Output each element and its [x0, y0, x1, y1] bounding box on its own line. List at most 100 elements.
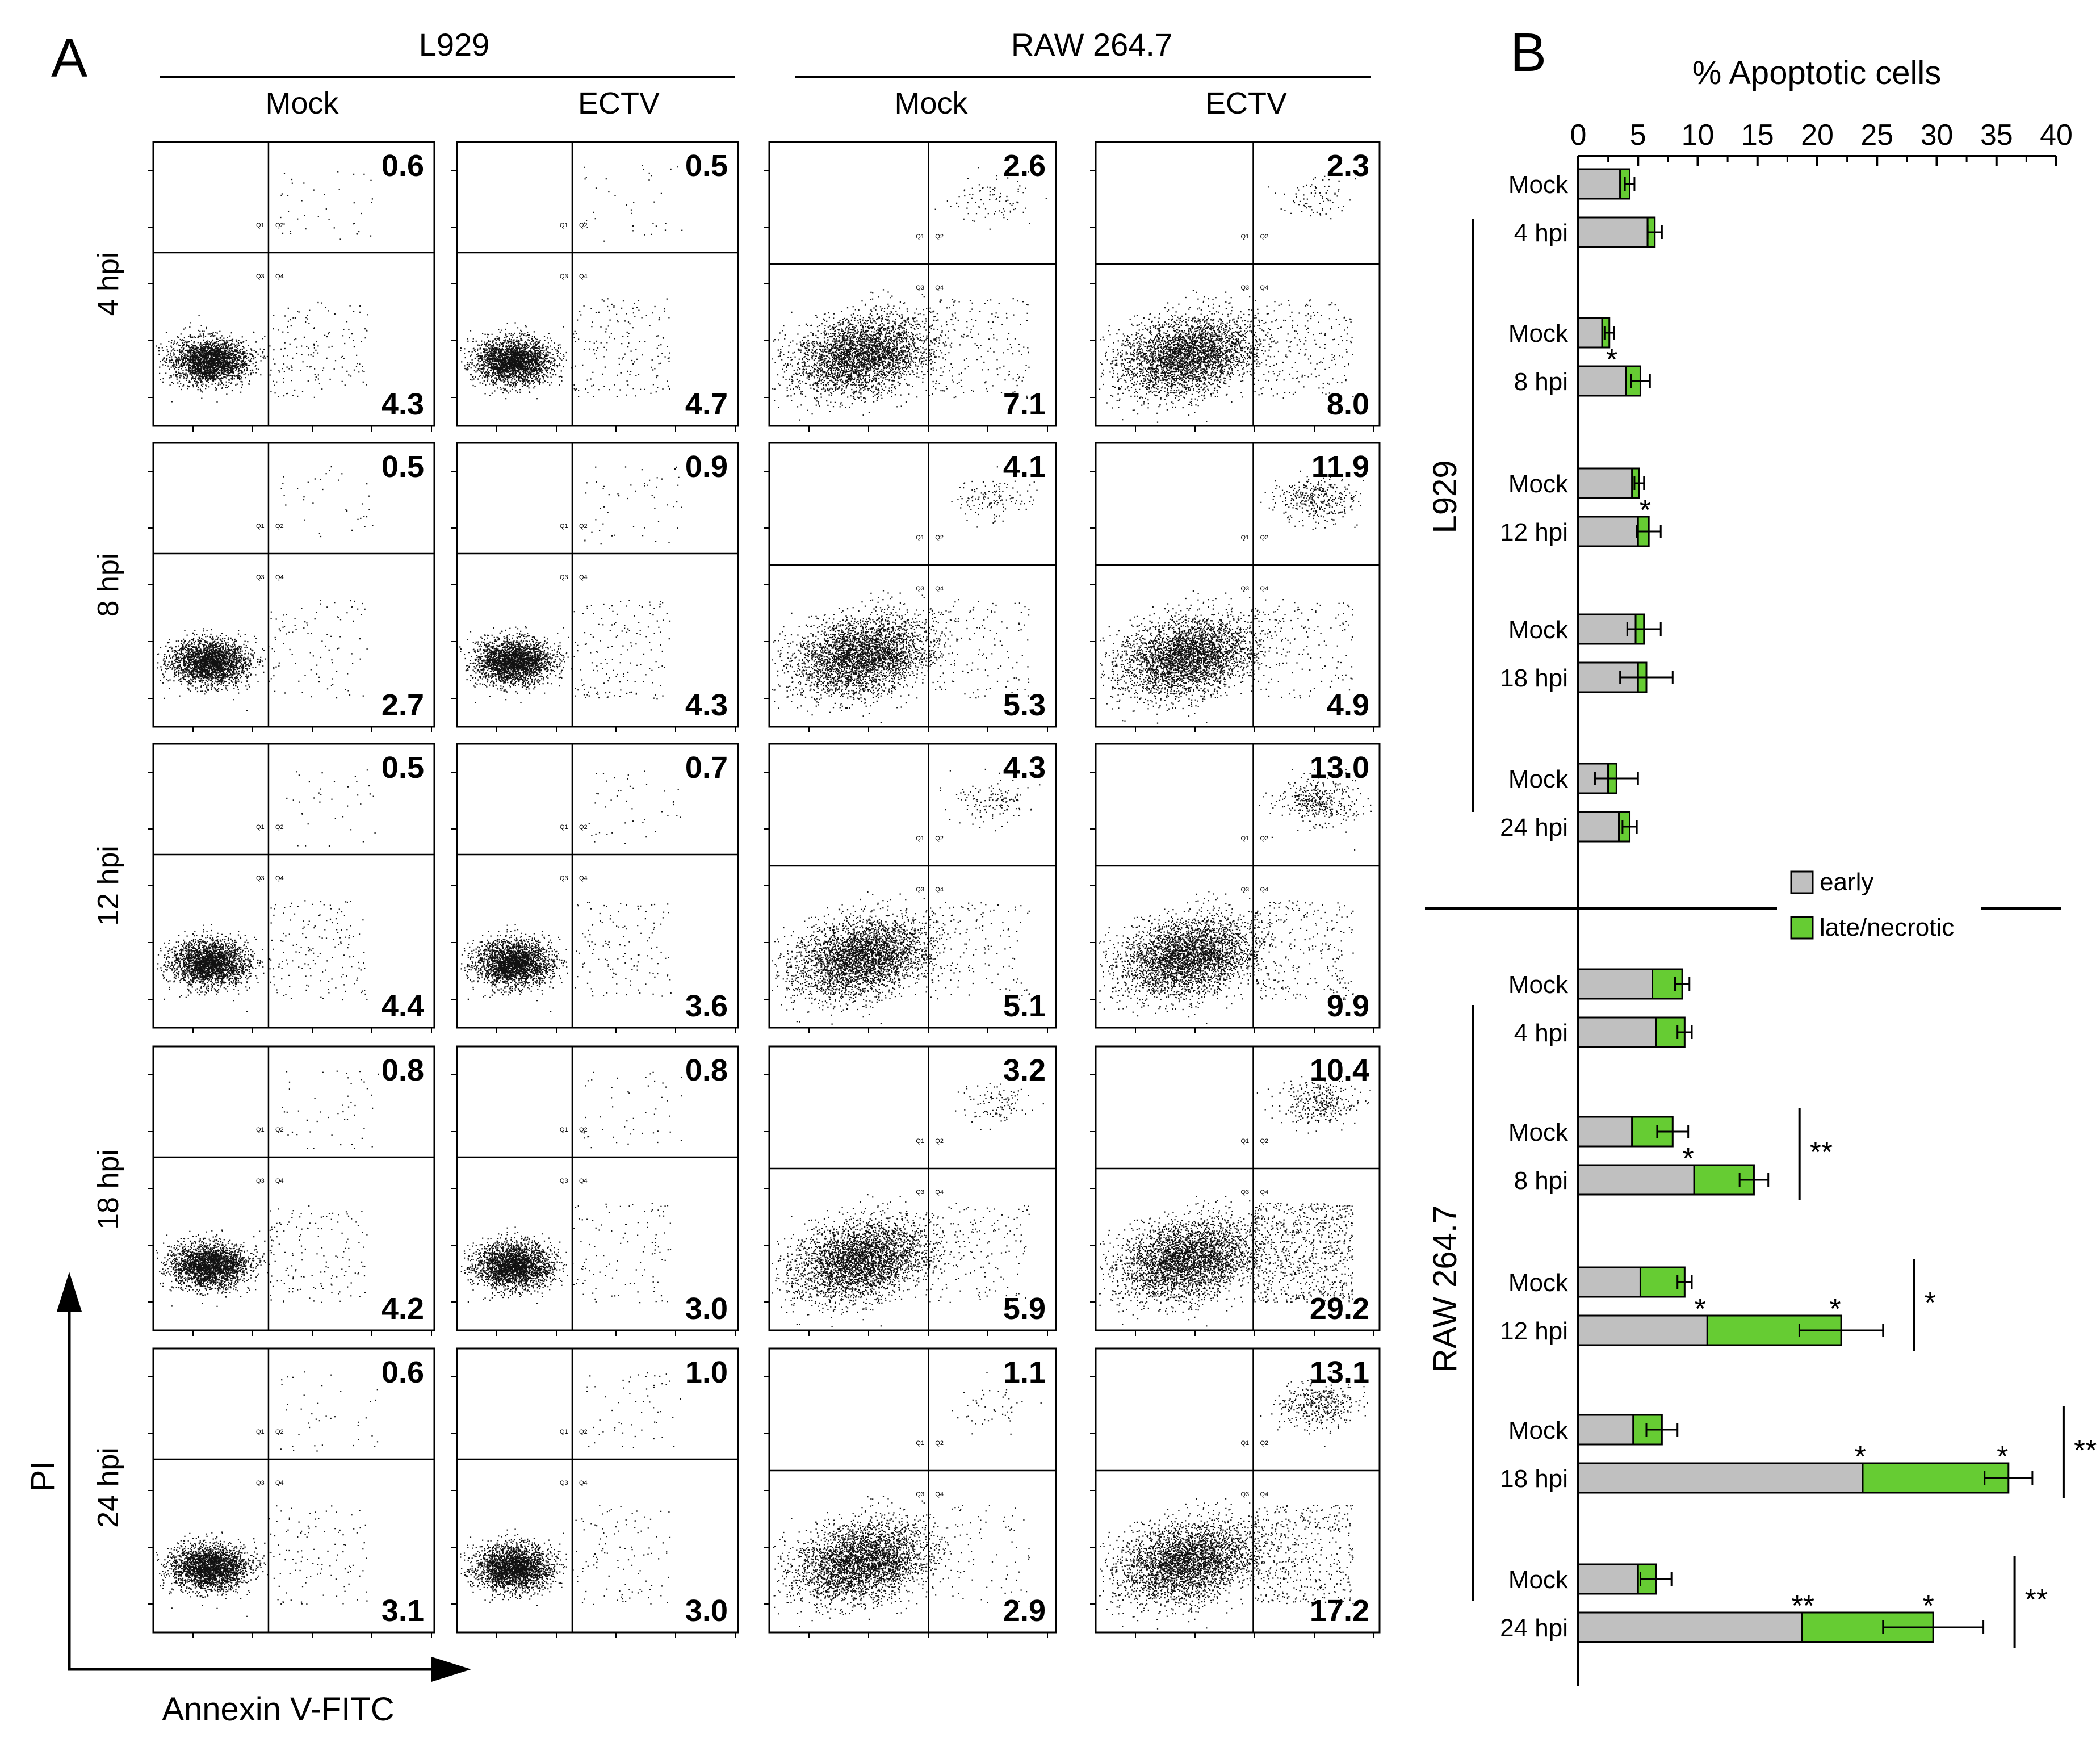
upper-right-percent: 2.3: [1327, 149, 1369, 183]
x-tick-label: 15: [1741, 119, 1774, 152]
significance-star: *: [1829, 1293, 1841, 1326]
significance-star: *: [1695, 1293, 1706, 1326]
flow-plot-r2-c2: Q1 Q2 Q3 Q4 4.3 5.1: [764, 743, 1057, 1033]
bar-early-segment: [1577, 365, 1627, 397]
group-label-l929: L929: [1427, 460, 1464, 533]
category-label: Mock: [1508, 971, 1569, 999]
pi-axis-label: PI: [24, 1461, 61, 1492]
quadrant-label: Q4: [935, 284, 944, 291]
flow-plot-frame: [1095, 1347, 1381, 1634]
category-label: 12 hpi: [1500, 1317, 1568, 1345]
flow-plot-frame: [1095, 141, 1381, 427]
event-dots: [1100, 470, 1364, 724]
quadrant-label: Q1: [560, 222, 568, 229]
upper-right-percent: 0.7: [685, 751, 728, 785]
category-label: 12 hpi: [1500, 518, 1568, 546]
quadrant-label: Q3: [1241, 284, 1250, 291]
quadrant-label: Q4: [935, 585, 944, 592]
flow-plot-r2-c1: Q1 Q2 Q3 Q4 0.7 3.6: [451, 743, 739, 1033]
quadrant-label: Q4: [579, 1178, 588, 1184]
upper-right-percent: 2.6: [1003, 149, 1046, 183]
quadrant-label: Q3: [560, 1480, 568, 1486]
bar-l929-Mock: Mock: [1508, 467, 1645, 499]
bar-raw-264.7-4-hpi: 4 hpi: [1514, 1016, 1693, 1048]
x-tick-label: 30: [1921, 119, 1954, 152]
panel-a-letter: A: [51, 28, 87, 89]
significance-star: *: [1640, 494, 1651, 527]
quadrant-label: Q3: [560, 574, 568, 581]
flow-plot-frame: [768, 1045, 1057, 1331]
lower-right-percent: 5.9: [1003, 1292, 1046, 1326]
bar-raw-264.7-Mock: Mock: [1508, 1414, 1679, 1446]
bar-l929-8-hpi: 8 hpi: [1514, 365, 1651, 397]
quadrant-label: Q4: [935, 1491, 944, 1498]
bar-early-segment: [1577, 811, 1620, 843]
upper-right-percent: 0.9: [685, 450, 728, 484]
row-label-8-hpi: 8 hpi: [92, 553, 125, 617]
x-tick-label: 40: [2040, 119, 2073, 152]
upper-right-percent: 0.5: [685, 149, 728, 183]
legend-swatch-early: [1790, 870, 1814, 894]
row-label-4-hpi: 4 hpi: [92, 252, 125, 316]
x-tick-label: 35: [1980, 119, 2013, 152]
row-label-12-hpi: 12 hpi: [92, 845, 125, 926]
category-label: 18 hpi: [1500, 664, 1568, 692]
category-label: Mock: [1508, 1269, 1569, 1297]
bar-raw-264.7-8-hpi: 8 hpi: [1514, 1164, 1770, 1196]
quadrant-label: Q1: [1241, 1440, 1250, 1447]
flow-plot-r4-c0: Q1 Q2 Q3 Q4 0.6 3.1: [148, 1347, 435, 1638]
flow-plot-frame: [456, 141, 739, 427]
bar-raw-264.7-Mock: Mock: [1508, 1266, 1693, 1298]
header-l929: L929: [419, 27, 490, 62]
event-dots: [156, 1070, 379, 1307]
bracket-significance-label: **: [2074, 1434, 2097, 1467]
upper-right-percent: 1.1: [1003, 1355, 1046, 1389]
event-dots: [772, 167, 1047, 421]
bracket-significance-label: **: [2025, 1584, 2048, 1616]
flow-plot-frame: [768, 743, 1057, 1029]
event-dots: [157, 769, 376, 1012]
x-tick-label: 5: [1630, 119, 1646, 152]
quadrant-label: Q4: [1260, 1189, 1269, 1196]
quadrant-label: Q3: [560, 875, 568, 882]
category-label: 24 hpi: [1500, 814, 1568, 841]
lower-right-percent: 2.7: [382, 688, 424, 722]
quadrant-label: Q2: [1260, 1138, 1269, 1145]
quadrant-label: Q1: [560, 1126, 568, 1133]
quadrant-label: Q2: [935, 1440, 944, 1447]
flow-plot-frame: [152, 743, 435, 1029]
category-label: Mock: [1508, 1119, 1569, 1146]
category-label: Mock: [1508, 765, 1569, 793]
quadrant-label: Q4: [1260, 284, 1269, 291]
quadrant-label: Q2: [935, 233, 944, 240]
bar-early-segment: [1577, 216, 1649, 248]
lower-right-percent: 4.2: [382, 1292, 424, 1326]
quadrant-label: Q2: [935, 534, 944, 541]
category-label: Mock: [1508, 616, 1569, 644]
event-dots: [157, 466, 374, 711]
quadrant-label: Q3: [916, 585, 924, 592]
quadrant-label: Q3: [560, 1178, 568, 1184]
x-tick-label: 0: [1570, 119, 1587, 152]
quadrant-label: Q2: [275, 523, 284, 530]
quadrant-label: Q2: [275, 1126, 284, 1133]
event-dots: [1099, 769, 1372, 1024]
quadrant-label: Q2: [275, 824, 284, 831]
lower-right-percent: 2.9: [1003, 1594, 1046, 1628]
group-label-raw: RAW 264.7: [1427, 1205, 1464, 1372]
quadrant-label: Q1: [560, 1429, 568, 1435]
pi-arrow-head: [57, 1272, 82, 1312]
lower-right-percent: 3.6: [685, 989, 728, 1023]
col-label-raw-mock: Mock: [894, 86, 968, 120]
flow-plot-frame: [456, 743, 739, 1029]
significance-star: *: [1855, 1440, 1866, 1473]
quadrant-label: Q1: [916, 534, 924, 541]
upper-right-percent: 0.8: [685, 1053, 728, 1087]
upper-right-percent: 13.1: [1310, 1355, 1369, 1389]
lower-right-percent: 4.3: [685, 688, 728, 722]
quadrant-label: Q1: [256, 222, 265, 229]
flow-plot-r4-c2: Q1 Q2 Q3 Q4 1.1 2.9: [764, 1347, 1057, 1638]
lower-right-percent: 8.0: [1327, 387, 1369, 421]
flow-plot-r0-c2: Q1 Q2 Q3 Q4 2.6 7.1: [764, 141, 1057, 432]
